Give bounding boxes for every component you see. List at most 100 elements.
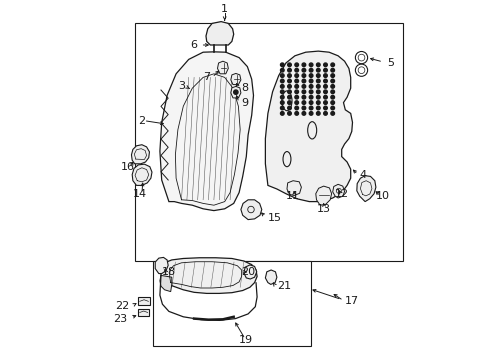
Polygon shape xyxy=(155,257,168,274)
Circle shape xyxy=(233,90,238,94)
Circle shape xyxy=(323,63,326,67)
Circle shape xyxy=(323,68,326,72)
Text: 22: 22 xyxy=(115,301,129,311)
Circle shape xyxy=(316,68,320,72)
Circle shape xyxy=(280,112,284,115)
Text: 18: 18 xyxy=(162,267,176,277)
Circle shape xyxy=(309,95,312,99)
Circle shape xyxy=(280,95,284,99)
Circle shape xyxy=(287,74,291,77)
Circle shape xyxy=(280,101,284,104)
Polygon shape xyxy=(332,184,344,198)
Polygon shape xyxy=(315,186,331,205)
Polygon shape xyxy=(230,73,241,85)
Circle shape xyxy=(302,68,305,72)
Circle shape xyxy=(316,85,320,88)
Circle shape xyxy=(287,106,291,110)
Circle shape xyxy=(316,90,320,94)
Text: 21: 21 xyxy=(276,281,290,291)
Text: 1: 1 xyxy=(221,4,228,14)
Circle shape xyxy=(302,106,305,110)
Circle shape xyxy=(302,79,305,83)
Polygon shape xyxy=(241,200,261,220)
Circle shape xyxy=(309,85,312,88)
Circle shape xyxy=(280,79,284,83)
Circle shape xyxy=(287,68,291,72)
Circle shape xyxy=(294,74,298,77)
Circle shape xyxy=(309,106,312,110)
Circle shape xyxy=(323,112,326,115)
Text: 10: 10 xyxy=(375,191,389,201)
Circle shape xyxy=(330,112,334,115)
Circle shape xyxy=(323,74,326,77)
Text: 17: 17 xyxy=(345,296,359,306)
Polygon shape xyxy=(356,176,375,202)
Circle shape xyxy=(287,63,291,67)
Circle shape xyxy=(294,90,298,94)
Text: 7: 7 xyxy=(203,72,210,82)
Circle shape xyxy=(323,95,326,99)
Circle shape xyxy=(323,90,326,94)
Circle shape xyxy=(316,106,320,110)
Circle shape xyxy=(309,68,312,72)
Text: 16: 16 xyxy=(120,162,134,172)
Circle shape xyxy=(287,79,291,83)
Text: 9: 9 xyxy=(241,98,247,108)
Circle shape xyxy=(330,74,334,77)
Circle shape xyxy=(294,79,298,83)
Circle shape xyxy=(316,95,320,99)
Circle shape xyxy=(330,63,334,67)
Text: 12: 12 xyxy=(334,189,348,199)
Circle shape xyxy=(323,85,326,88)
Circle shape xyxy=(302,112,305,115)
Circle shape xyxy=(294,68,298,72)
Polygon shape xyxy=(265,270,276,284)
Polygon shape xyxy=(138,309,149,316)
Circle shape xyxy=(280,63,284,67)
Text: 14: 14 xyxy=(133,189,147,199)
Polygon shape xyxy=(131,145,149,164)
Circle shape xyxy=(287,101,291,104)
Text: 8: 8 xyxy=(241,83,247,93)
Circle shape xyxy=(330,85,334,88)
Bar xyxy=(134,23,402,261)
Polygon shape xyxy=(160,52,253,211)
Circle shape xyxy=(309,90,312,94)
Circle shape xyxy=(294,106,298,110)
Circle shape xyxy=(287,112,291,115)
Circle shape xyxy=(316,112,320,115)
Circle shape xyxy=(294,63,298,67)
Polygon shape xyxy=(244,265,256,279)
Circle shape xyxy=(287,85,291,88)
Circle shape xyxy=(294,95,298,99)
Text: 11: 11 xyxy=(285,191,300,201)
Text: 20: 20 xyxy=(241,267,255,277)
Polygon shape xyxy=(132,164,152,185)
Circle shape xyxy=(309,112,312,115)
Circle shape xyxy=(309,74,312,77)
Polygon shape xyxy=(217,61,228,74)
Circle shape xyxy=(280,74,284,77)
Text: 5: 5 xyxy=(386,58,393,68)
Circle shape xyxy=(302,74,305,77)
Polygon shape xyxy=(230,86,241,98)
Polygon shape xyxy=(138,297,149,305)
Circle shape xyxy=(280,68,284,72)
Text: 6: 6 xyxy=(190,40,197,50)
Circle shape xyxy=(330,90,334,94)
Circle shape xyxy=(302,85,305,88)
Circle shape xyxy=(323,79,326,83)
Text: 4: 4 xyxy=(359,170,366,180)
Circle shape xyxy=(302,95,305,99)
Text: 13: 13 xyxy=(316,204,330,214)
Circle shape xyxy=(294,85,298,88)
Circle shape xyxy=(294,112,298,115)
Polygon shape xyxy=(160,275,171,292)
Text: 15: 15 xyxy=(267,213,281,223)
Circle shape xyxy=(316,74,320,77)
Circle shape xyxy=(316,79,320,83)
Polygon shape xyxy=(286,181,301,195)
Circle shape xyxy=(323,101,326,104)
Polygon shape xyxy=(205,22,233,45)
Circle shape xyxy=(330,68,334,72)
